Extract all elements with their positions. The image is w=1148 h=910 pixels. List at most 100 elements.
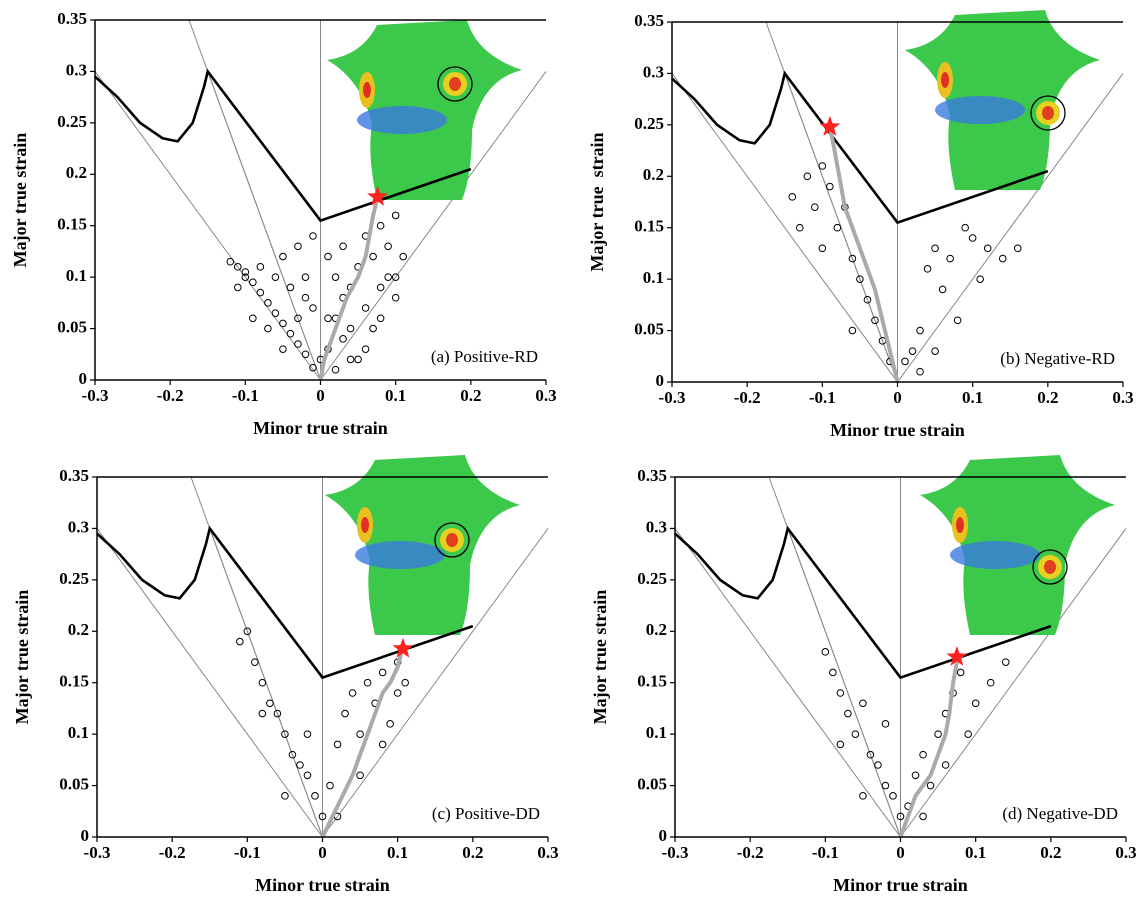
fe-zone [363, 82, 371, 98]
data-point [272, 310, 279, 317]
data-point [932, 245, 939, 252]
data-point [999, 255, 1006, 262]
data-point [819, 163, 826, 170]
x-tick-label: -0.2 [159, 843, 186, 862]
panel-label: (c) Positive-DD [432, 804, 540, 823]
panel: -0.3-0.2-0.100.10.20.300.050.10.150.20.2… [590, 455, 1137, 895]
x-tick-label: 0.3 [1112, 388, 1133, 407]
y-tick-label: 0.1 [66, 266, 87, 285]
y-tick-label: 0 [659, 826, 668, 845]
y-tick-label: 0.35 [57, 9, 87, 28]
data-point [304, 731, 311, 738]
y-tick-label: 0.25 [634, 114, 664, 133]
x-tick-label: 0.2 [1037, 388, 1058, 407]
data-point [830, 669, 837, 676]
y-tick-label: 0.35 [634, 11, 664, 30]
panel: -0.3-0.2-0.100.10.20.300.050.10.150.20.2… [587, 10, 1134, 440]
y-tick-label: 0.25 [57, 112, 87, 131]
data-point [987, 679, 994, 686]
fe-zone [361, 517, 369, 533]
x-tick-label: -0.1 [234, 843, 261, 862]
data-point [392, 294, 399, 301]
data-point [852, 731, 859, 738]
data-point [969, 235, 976, 242]
data-point [942, 762, 949, 769]
x-tick-label: -0.2 [734, 388, 761, 407]
data-point [882, 782, 889, 789]
data-point [402, 679, 409, 686]
data-point [325, 315, 332, 322]
x-tick-label: 0.2 [462, 843, 483, 862]
y-tick-label: 0 [656, 371, 665, 390]
data-point [392, 212, 399, 219]
data-point [819, 245, 826, 252]
fe-zone [446, 533, 458, 547]
reference-line [97, 528, 323, 837]
data-point [280, 320, 287, 327]
data-point [920, 751, 927, 758]
data-point [377, 284, 384, 291]
data-point [282, 793, 289, 800]
data-point [920, 813, 927, 820]
x-tick-label: 0 [318, 843, 327, 862]
data-point [845, 710, 852, 717]
x-axis-title: Minor true strain [830, 420, 965, 440]
x-tick-label: 0 [893, 388, 902, 407]
data-point [362, 305, 369, 312]
x-tick-label: -0.3 [659, 388, 686, 407]
data-point [302, 294, 309, 301]
x-tick-label: 0.2 [460, 386, 481, 405]
x-axis-title: Minor true strain [253, 418, 388, 438]
y-tick-label: 0.05 [637, 774, 667, 793]
x-axis-title: Minor true strain [255, 875, 390, 895]
fe-inset [905, 10, 1100, 190]
x-axis-title: Minor true strain [833, 875, 968, 895]
data-point [340, 243, 347, 250]
y-tick-label: 0.2 [66, 163, 87, 182]
fe-zone [357, 106, 447, 134]
data-point [957, 669, 964, 676]
data-point [965, 731, 972, 738]
data-point [357, 731, 364, 738]
data-point [837, 690, 844, 697]
reference-line [208, 71, 321, 380]
fe-zone [355, 541, 445, 569]
fe-zone [1042, 106, 1054, 120]
x-tick-label: 0.2 [1040, 843, 1061, 862]
y-tick-label: 0.1 [646, 723, 667, 742]
y-tick-label: 0.1 [68, 723, 89, 742]
x-tick-label: 0.1 [962, 388, 983, 407]
data-point [295, 341, 302, 348]
data-point [259, 679, 266, 686]
data-point [377, 315, 384, 322]
data-point [280, 253, 287, 260]
x-tick-label: 0.3 [537, 843, 558, 862]
data-point [796, 224, 803, 231]
x-tick-label: 0.1 [387, 843, 408, 862]
y-tick-label: 0.15 [634, 217, 664, 236]
data-point [235, 284, 242, 291]
y-tick-label: 0.3 [66, 60, 87, 79]
x-tick-label: -0.2 [737, 843, 764, 862]
y-tick-label: 0.1 [643, 268, 664, 287]
data-point [387, 721, 394, 728]
y-tick-label: 0.2 [68, 620, 89, 639]
data-point [250, 315, 257, 322]
x-tick-label: 0.3 [1115, 843, 1136, 862]
data-point [332, 274, 339, 281]
y-axis-title: Major true strain [590, 590, 610, 725]
fe-zone [956, 517, 964, 533]
x-tick-label: -0.3 [662, 843, 689, 862]
data-point [909, 348, 916, 355]
x-tick-label: -0.2 [157, 386, 184, 405]
data-point [827, 183, 834, 190]
data-point [312, 793, 319, 800]
x-tick-label: 0.3 [535, 386, 556, 405]
data-point [295, 243, 302, 250]
data-point [837, 741, 844, 748]
y-tick-label: 0.3 [68, 517, 89, 536]
data-point [327, 782, 334, 789]
data-point [370, 325, 377, 332]
data-point [252, 659, 259, 666]
